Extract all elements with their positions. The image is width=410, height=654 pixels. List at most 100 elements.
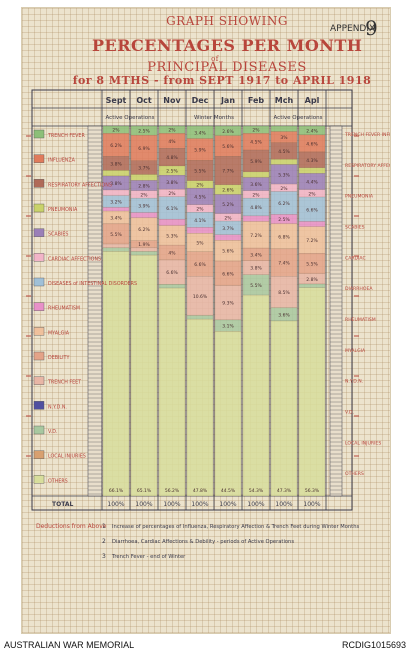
bar-value-label: 6.6%	[166, 270, 178, 276]
bar-segment	[158, 284, 186, 289]
bar-segment	[158, 196, 186, 220]
title-of: of	[211, 55, 219, 63]
bar-segment	[186, 251, 214, 277]
bar-segment	[130, 212, 158, 218]
bar-value-label: 56.2%	[165, 488, 180, 494]
bar-segment	[158, 287, 186, 497]
legend-label: LOCAL INJURIES	[48, 454, 86, 460]
title-line-1: GRAPH SHOWING	[166, 14, 288, 28]
bar-value-label: 5.9%	[194, 147, 206, 153]
bar-segment	[102, 247, 130, 252]
bar-value-label: 54.3%	[249, 488, 264, 494]
column-total: 100%	[191, 501, 208, 508]
bar-value-label: 7.2%	[250, 233, 262, 239]
bar-segment	[186, 318, 214, 497]
bar-value-label: 5.3%	[278, 172, 290, 178]
legend-label: SCABIES	[48, 232, 68, 238]
month-label: Feb	[248, 96, 265, 105]
bar-segment	[102, 251, 130, 497]
bar-segment	[242, 171, 270, 178]
bar-segment	[186, 180, 214, 189]
month-label: Oct	[136, 96, 152, 105]
bar-value-label: 3.9%	[138, 203, 150, 209]
legend-right-label: OTHERS	[345, 471, 364, 477]
legend-label: RHEUMATISM	[48, 306, 80, 312]
deduction-text: Increase of percentages of Influenza, Re…	[112, 524, 360, 530]
bar-value-label: 4%	[168, 139, 176, 145]
bar-value-label: 1.9%	[138, 242, 150, 248]
legend-swatch	[33, 401, 45, 410]
legend-label: DISEASES of INTESTINAL DISORDERS	[48, 281, 137, 287]
deductions-label: Deductions from Above	[36, 523, 107, 530]
bar-segment	[186, 315, 214, 320]
bar-segment	[158, 219, 186, 226]
legend-swatch	[33, 475, 45, 484]
month-headers: Sept Oct Nov Dec Jan Feb Mch Apl Active Operatio…	[101, 90, 327, 510]
bar-value-label: 10.6%	[193, 294, 208, 300]
legend-label: PNEUMONIA	[48, 207, 78, 213]
bar-segment	[270, 276, 298, 308]
column-total: 100%	[303, 501, 320, 508]
legend-right-label: N.Y.D.N.	[345, 379, 363, 385]
bar-segment	[298, 196, 326, 222]
totals-label: TOTAL	[52, 501, 73, 508]
bar-value-label: 2.8%	[138, 184, 150, 190]
period-label: Winter Months	[194, 115, 234, 121]
bar-segment	[102, 207, 130, 212]
legend-swatch	[33, 450, 45, 459]
bar-segment	[186, 276, 214, 316]
bar-value-label: 6.2%	[138, 227, 150, 233]
legend-swatch	[33, 154, 45, 163]
bar-value-label: 6.6%	[306, 207, 318, 213]
bar-value-label: 2%	[224, 215, 232, 221]
bar-value-label: 2.5%	[138, 129, 150, 135]
totals-row: TOTAL 100% 100% 100% 100% 100% 100% 100% 100%	[52, 501, 321, 508]
bar-value-label: 66.1%	[109, 488, 124, 494]
bar-value-label: 2%	[280, 186, 288, 192]
legend-right-label: RESPIRATORY AFFECTIONS	[345, 163, 390, 169]
bar-value-label: 9.3%	[222, 301, 234, 307]
deduction-text: Diarrhoea, Cardiac Affections & Debility…	[112, 539, 294, 545]
bar-value-label: 6.2%	[110, 143, 122, 149]
legend-swatch	[33, 129, 45, 139]
bar-segment	[214, 285, 242, 321]
month-label: Mch	[275, 96, 294, 105]
bar-segment	[102, 243, 130, 248]
column-total: 100%	[107, 501, 124, 508]
bar-segment	[130, 254, 158, 497]
deduction-number: 3	[102, 553, 106, 560]
bar-value-label: 5.6%	[222, 249, 234, 255]
bar-value-label: 7.7%	[222, 169, 234, 175]
bar-value-label: 4.8%	[250, 205, 262, 211]
bar-segment	[298, 167, 326, 174]
bar-value-label: 2.5%	[166, 169, 178, 175]
bar-value-label: 3.7%	[222, 226, 234, 232]
column-total: 100%	[219, 501, 236, 508]
bar-value-label: 8.5%	[278, 290, 290, 296]
bar-value-label: 4.5%	[250, 140, 262, 146]
bar-value-label: 3.6%	[250, 182, 262, 188]
legend-right-label: SCABIES	[345, 225, 365, 231]
legend-swatch	[33, 203, 45, 213]
legend-label: RESPIRATORY AFFECTIONS	[48, 182, 112, 188]
bar-value-label: 3%	[280, 135, 288, 141]
bar-segment	[270, 248, 298, 277]
bar-value-label: 2.4%	[306, 128, 318, 134]
bar-value-label: 5.6%	[222, 144, 234, 150]
bar-value-label: 2.8%	[306, 277, 318, 283]
legend-right-label: RHEUMATISM	[345, 317, 376, 323]
bar-value-label: 4%	[168, 251, 176, 257]
legend-label: N.Y.D.N.	[48, 404, 67, 410]
bar-value-label: 3.8%	[250, 266, 262, 272]
bar-segment	[214, 331, 242, 497]
bar-value-label: 5.3%	[166, 233, 178, 239]
legend-right-label: TRENCH FEVER INFLUENZA	[344, 132, 390, 138]
bar-value-label: 3.4%	[250, 252, 262, 258]
legend-label: V.D.	[48, 429, 57, 435]
bar-segment	[130, 135, 158, 161]
bar-segment	[298, 226, 326, 254]
bar-value-label: 47.3%	[277, 488, 292, 494]
legend-label: INFLUENZA	[48, 158, 76, 164]
bar-value-label: 4.5%	[194, 194, 206, 200]
title-line-2: PERCENTAGES PER MONTH	[92, 36, 363, 55]
